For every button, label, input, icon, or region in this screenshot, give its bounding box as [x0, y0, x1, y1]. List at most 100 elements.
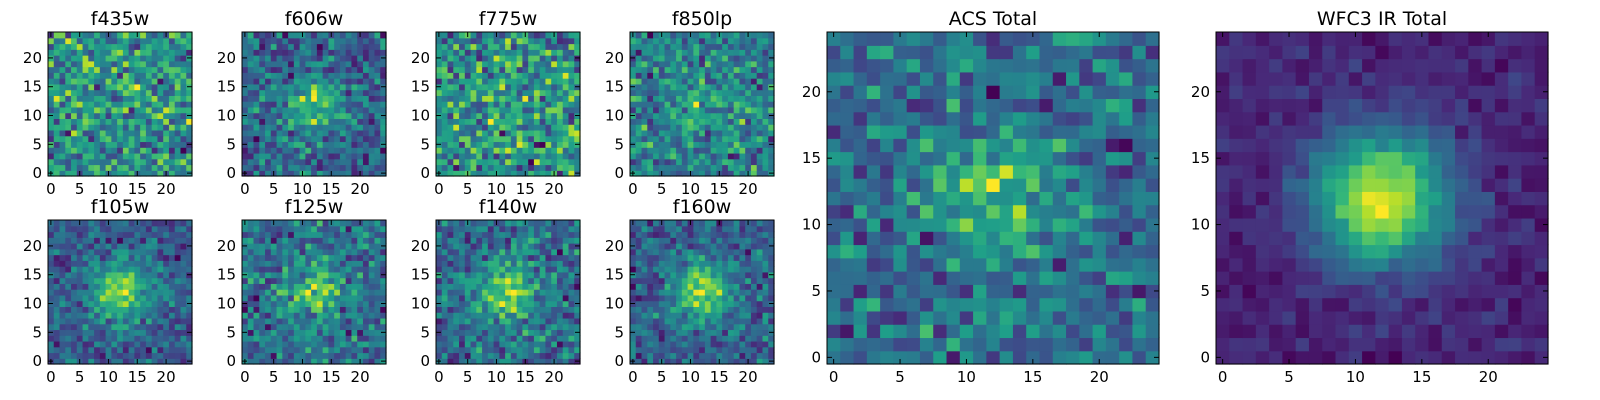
- y-tick-label: 15: [411, 78, 430, 96]
- heatmap-cell: [316, 83, 324, 91]
- heatmap-cell: [71, 317, 78, 325]
- heatmap-cell: [293, 254, 301, 261]
- heatmap-cell: [664, 158, 671, 166]
- heatmap-cell: [122, 101, 130, 108]
- heatmap-cell: [151, 294, 159, 302]
- heatmap-cell: [380, 118, 387, 125]
- heatmap-cell: [339, 317, 347, 325]
- heatmap-cell: [676, 329, 683, 336]
- heatmap-cell: [145, 152, 153, 160]
- heatmap-cell: [533, 158, 541, 166]
- heatmap-cell: [676, 106, 683, 114]
- heatmap-cell: [186, 66, 193, 73]
- heatmap-cell: [288, 283, 295, 290]
- heatmap-cell: [53, 83, 61, 91]
- heatmap-cell: [276, 220, 283, 227]
- heatmap-cell: [716, 312, 723, 319]
- heatmap-cell: [750, 43, 758, 50]
- heatmap-cell: [670, 95, 677, 102]
- heatmap-cell: [140, 340, 147, 348]
- heatmap-cell: [476, 277, 483, 284]
- heatmap-cell: [510, 289, 518, 296]
- heatmap-cell: [436, 158, 443, 166]
- heatmap-cell: [265, 358, 272, 365]
- heatmap-cell: [117, 335, 124, 342]
- heatmap-cell: [174, 78, 182, 85]
- heatmap-cell: [163, 49, 170, 56]
- heatmap-cell: [276, 95, 283, 102]
- heatmap-cell: [345, 147, 353, 154]
- heatmap-cell: [299, 237, 306, 244]
- heatmap-cell: [362, 55, 370, 62]
- heatmap-cell: [157, 254, 164, 261]
- heatmap-cell: [247, 83, 255, 91]
- heatmap-cell: [140, 294, 147, 302]
- heatmap-cell: [288, 118, 295, 125]
- heatmap-cell: [574, 231, 581, 238]
- heatmap-cell: [681, 277, 689, 284]
- heatmap-cell: [53, 170, 61, 177]
- heatmap-cell: [282, 118, 289, 125]
- heatmap-cell: [140, 271, 147, 279]
- heatmap-cell: [693, 95, 700, 102]
- heatmap-cell: [487, 43, 495, 50]
- heatmap-cell: [699, 317, 706, 325]
- heatmap-cell: [94, 129, 101, 137]
- heatmap-cell: [676, 124, 683, 131]
- heatmap-cell: [180, 323, 187, 331]
- heatmap-cell: [299, 95, 306, 102]
- heatmap-cell: [487, 277, 495, 284]
- heatmap-cell: [88, 248, 95, 256]
- heatmap-cell: [362, 43, 370, 50]
- heatmap-cell: [739, 147, 746, 154]
- heatmap-cell: [174, 294, 182, 302]
- heatmap-cell: [276, 300, 283, 307]
- heatmap-cell: [768, 306, 775, 313]
- x-tick-label: 20: [545, 180, 564, 198]
- heatmap-cell: [528, 346, 535, 354]
- heatmap-cell: [745, 352, 752, 359]
- heatmap-cell: [556, 83, 564, 91]
- heatmap-cell: [756, 346, 764, 354]
- heatmap-cell: [658, 141, 666, 148]
- heatmap-cell: [88, 300, 95, 307]
- heatmap-cell: [464, 37, 472, 45]
- heatmap-cell: [357, 283, 364, 290]
- heatmap-cell: [539, 243, 547, 250]
- heatmap-cell: [99, 37, 107, 45]
- heatmap-cell: [716, 323, 723, 331]
- heatmap-cell: [253, 289, 260, 296]
- heatmap-cell: [293, 32, 301, 39]
- heatmap-cell: [82, 141, 89, 148]
- heatmap-cell: [630, 352, 637, 359]
- heatmap-cell: [357, 352, 364, 359]
- heatmap-cell: [727, 78, 735, 85]
- heatmap-cell: [447, 49, 454, 56]
- heatmap-cell: [545, 60, 552, 68]
- heatmap-cell: [145, 225, 153, 233]
- heatmap-cell: [328, 72, 335, 79]
- heatmap-cell: [368, 243, 376, 250]
- x-tick-label: 15: [128, 368, 147, 386]
- heatmap-cell: [94, 112, 101, 119]
- heatmap-cell: [111, 106, 118, 114]
- x-tick-label: 0: [434, 180, 444, 198]
- heatmap-cell: [722, 83, 729, 91]
- heatmap-cell: [357, 164, 364, 171]
- heatmap-cell: [128, 266, 135, 273]
- heatmap-cell: [635, 306, 643, 313]
- heatmap-cell: [539, 323, 547, 331]
- heatmap-cell: [762, 277, 769, 284]
- heatmap-cell: [453, 118, 460, 125]
- heatmap-cell: [716, 300, 723, 307]
- heatmap-cell: [117, 329, 124, 336]
- heatmap-cell: [328, 335, 335, 342]
- heatmap-cell: [82, 60, 89, 68]
- heatmap-cell: [545, 358, 552, 365]
- heatmap-cell: [117, 283, 124, 290]
- heatmap-cell: [270, 294, 278, 302]
- heatmap-cell: [647, 283, 654, 290]
- heatmap-cell: [293, 323, 301, 331]
- heatmap-cell: [681, 89, 689, 96]
- heatmap-cell: [76, 329, 84, 336]
